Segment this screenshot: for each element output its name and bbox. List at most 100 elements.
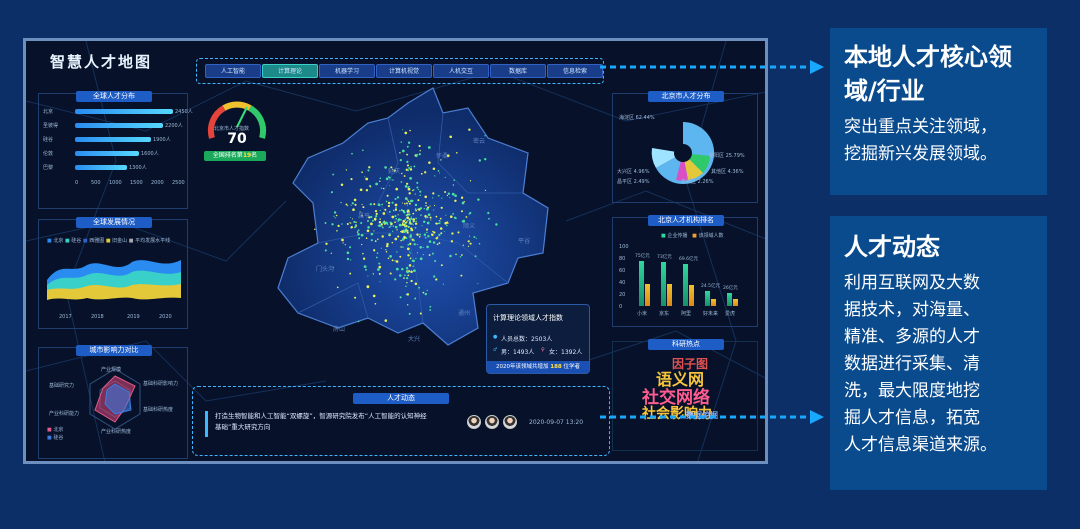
density-dot <box>414 297 417 300</box>
density-dot <box>394 215 397 218</box>
density-dot <box>397 214 399 216</box>
density-dot <box>400 141 403 143</box>
density-dot <box>406 153 409 156</box>
map-label: 平谷 <box>518 237 530 245</box>
density-dot <box>404 197 408 200</box>
density-dot <box>409 257 412 260</box>
density-dot <box>461 201 465 205</box>
density-dot <box>383 220 386 222</box>
word[interactable]: 语义网 <box>656 370 705 389</box>
density-dot <box>420 214 422 216</box>
density-dot <box>378 262 381 265</box>
panel-title: 北京市人才分布 <box>648 91 724 102</box>
tick: 1500 <box>130 180 143 186</box>
density-dot <box>415 209 417 212</box>
density-dot <box>407 274 410 277</box>
tab-database[interactable]: 数据库 <box>490 64 546 78</box>
density-dot <box>385 251 388 253</box>
density-dot <box>399 151 401 154</box>
density-dot <box>384 166 387 169</box>
density-dot <box>439 227 443 230</box>
density-dot <box>349 272 352 275</box>
density-dot <box>391 259 394 262</box>
density-dot <box>382 187 385 190</box>
y-tick: 100 <box>619 244 629 250</box>
male-icon: ♂ <box>493 347 498 353</box>
tick: 500 <box>91 180 101 186</box>
density-dot <box>377 203 381 207</box>
tab-machine-learning[interactable]: 机器学习 <box>319 64 375 78</box>
density-dot <box>406 270 409 274</box>
news-item[interactable]: 打造生物智能和人工智能“双螺旋”，智源研究院发布“人工智能的认知神经 基础”重大… <box>215 411 465 433</box>
density-dot <box>386 194 389 197</box>
callout-text: 突出重点关注领域， <box>844 117 997 137</box>
callout-title: 人才动态 <box>844 233 940 261</box>
density-dot <box>446 221 449 224</box>
tick: 0 <box>75 180 79 186</box>
bar-value: 1600人 <box>141 151 159 157</box>
density-dot <box>394 260 396 262</box>
density-dot <box>385 177 389 181</box>
density-dot <box>408 264 412 267</box>
density-dot <box>430 219 432 221</box>
density-dot <box>409 129 411 132</box>
tab-computer-vision[interactable]: 计算机视觉 <box>376 64 432 78</box>
pct: 4.36% <box>727 169 744 175</box>
density-dot <box>373 217 377 221</box>
density-dot <box>396 196 400 199</box>
density-dot <box>408 167 411 169</box>
word[interactable]: 因子图 <box>672 357 709 371</box>
tab-info-retrieval[interactable]: 信息检索 <box>547 64 603 78</box>
density-dot <box>389 185 391 187</box>
gauge-value: 70 <box>227 131 247 147</box>
density-dot <box>408 211 410 213</box>
density-dot <box>416 252 418 254</box>
density-dot <box>366 285 370 289</box>
density-dot <box>416 186 419 189</box>
density-dot <box>414 282 418 286</box>
avatar <box>467 415 481 429</box>
bar-enterprise <box>705 291 710 306</box>
bar-label: 75亿元 <box>635 254 650 259</box>
density-dot <box>419 257 423 261</box>
infobox-footer: 2020年该领域共增加 188 位学者 <box>487 361 589 373</box>
density-dot <box>406 160 409 164</box>
density-dot <box>355 225 358 227</box>
density-dot <box>424 236 427 239</box>
density-dot <box>346 257 350 261</box>
density-dot <box>429 216 432 219</box>
density-dot <box>452 184 455 186</box>
density-dot <box>478 242 481 245</box>
density-dot <box>426 245 429 249</box>
density-dot <box>364 176 366 178</box>
density-dot <box>412 221 414 223</box>
density-dot <box>370 232 374 236</box>
density-dot <box>440 206 443 209</box>
legend-label: 硅谷 <box>53 435 64 441</box>
word[interactable]: 社交网络 <box>642 388 710 408</box>
density-dot <box>394 221 396 224</box>
legend-item: 西雅图 <box>89 238 105 244</box>
bar-label: 73亿元 <box>657 255 672 261</box>
density-dot <box>351 202 354 205</box>
density-dot <box>426 289 428 292</box>
tab-hci[interactable]: 人机交互 <box>433 64 489 78</box>
legend: ■ 北京 ■ 硅谷 ■ 西雅图 ■ 旧金山 ■ 平均发展水平线 <box>47 238 171 244</box>
density-dot <box>406 247 410 251</box>
density-dot <box>385 249 387 251</box>
density-dot <box>452 213 454 215</box>
tab-ai[interactable]: 人工智能 <box>205 64 261 78</box>
global-dev-panel: 全球发展情况 ■ 北京 ■ 硅谷 ■ 西雅图 ■ 旧金山 ■ 平均发展水平线 2… <box>38 217 188 329</box>
y-tick: 0 <box>619 304 623 310</box>
density-dot <box>433 231 436 234</box>
density-dot <box>394 225 398 229</box>
tab-computing-theory[interactable]: 计算理论 <box>262 64 318 78</box>
female-icon: ♀ <box>541 347 545 353</box>
density-dot <box>433 209 435 211</box>
density-dot <box>469 242 472 245</box>
field-nav: 人工智能 计算理论 机器学习 计算机视觉 人机交互 数据库 信息检索 <box>196 58 604 84</box>
density-dot <box>361 171 363 174</box>
density-dot <box>406 293 410 296</box>
density-dot <box>414 222 418 225</box>
density-dot <box>389 272 392 275</box>
